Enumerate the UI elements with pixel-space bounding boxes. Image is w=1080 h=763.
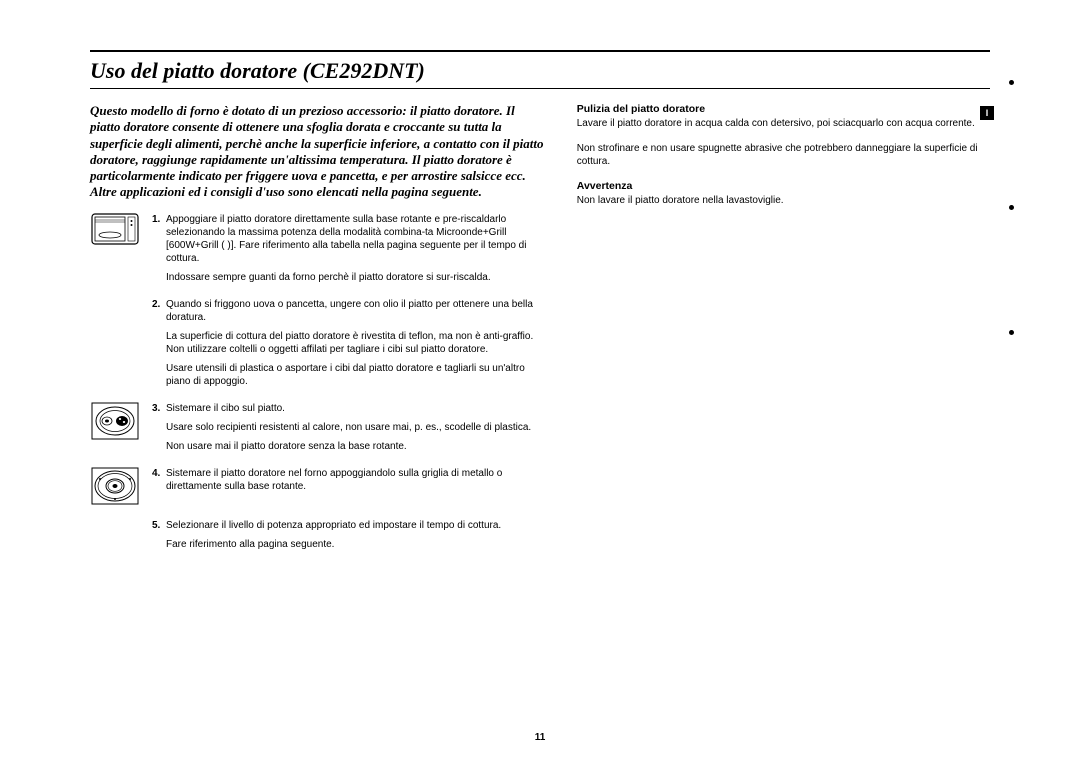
warning-text: Non lavare il piatto doratore nella lava… bbox=[577, 194, 990, 207]
turntable-icon bbox=[90, 467, 140, 505]
language-tab: I bbox=[980, 106, 994, 120]
step-1-text: 1. Appoggiare il piatto doratore diretta… bbox=[152, 213, 547, 284]
step-body: Appoggiare il piatto doratore direttamen… bbox=[166, 213, 547, 265]
step-number: 2. bbox=[152, 298, 166, 311]
step-4-text: 4. Sistemare il piatto doratore nel forn… bbox=[152, 467, 547, 493]
dot-icon bbox=[1009, 205, 1014, 210]
step-3-text: 3. Sistemare il cibo sul piatto. Usare s… bbox=[152, 402, 547, 453]
step-5-text: 5. Selezionare il livello di potenza app… bbox=[152, 519, 547, 551]
step-body: Selezionare il livello di potenza approp… bbox=[166, 519, 547, 532]
step-2-text: 2. Quando si friggono uova o pancetta, u… bbox=[152, 298, 547, 388]
step-body: Sistemare il cibo sul piatto. bbox=[166, 402, 547, 415]
page-title: Uso del piatto doratore (CE292DNT) bbox=[90, 56, 990, 88]
step-1: 1. Appoggiare il piatto doratore diretta… bbox=[90, 213, 547, 284]
left-column: Questo modello di forno è dotato di un p… bbox=[90, 103, 547, 565]
step-number: 1. bbox=[152, 213, 166, 226]
dot-icon bbox=[1009, 80, 1014, 85]
dot-icon bbox=[1009, 330, 1014, 335]
step-4: 4. Sistemare il piatto doratore nel forn… bbox=[90, 467, 547, 505]
step-note: Fare riferimento alla pagina seguente. bbox=[166, 538, 547, 551]
step-5: 5. Selezionare il livello di potenza app… bbox=[90, 519, 547, 551]
step-number: 4. bbox=[152, 467, 166, 480]
manual-page: Uso del piatto doratore (CE292DNT) Quest… bbox=[90, 50, 990, 743]
cleaning-text-1: Lavare il piatto doratore in acqua calda… bbox=[577, 117, 990, 130]
step-note: Usare solo recipienti resistenti al calo… bbox=[166, 421, 547, 434]
step-2: 2. Quando si friggono uova o pancetta, u… bbox=[90, 298, 547, 388]
intro-paragraph: Questo modello di forno è dotato di un p… bbox=[90, 103, 547, 201]
step-number: 5. bbox=[152, 519, 166, 532]
step-body: Sistemare il piatto doratore nel forno a… bbox=[166, 467, 547, 493]
microwave-icon bbox=[90, 213, 140, 247]
binding-dots bbox=[1009, 80, 1014, 335]
right-column: I Pulizia del piatto doratore Lavare il … bbox=[577, 103, 990, 565]
step-note-2: Usare utensili di plastica o asportare i… bbox=[166, 362, 547, 388]
cleaning-heading: Pulizia del piatto doratore bbox=[577, 103, 990, 115]
title-underline bbox=[90, 88, 990, 89]
top-rule-thick bbox=[90, 50, 990, 52]
warning-heading: Avvertenza bbox=[577, 180, 990, 192]
step-note: La superficie di cottura del piatto dora… bbox=[166, 330, 547, 356]
step-body: Quando si friggono uova o pancetta, unge… bbox=[166, 298, 547, 324]
cleaning-text-2: Non strofinare e non usare spugnette abr… bbox=[577, 142, 990, 168]
step-number: 3. bbox=[152, 402, 166, 415]
step-3: 3. Sistemare il cibo sul piatto. Usare s… bbox=[90, 402, 547, 453]
step-note-2: Non usare mai il piatto doratore senza l… bbox=[166, 440, 547, 453]
two-column-layout: Questo modello di forno è dotato di un p… bbox=[90, 103, 990, 565]
food-plate-icon bbox=[90, 402, 140, 440]
step-note: Indossare sempre guanti da forno perchè … bbox=[166, 271, 547, 284]
page-number: 11 bbox=[90, 732, 990, 743]
